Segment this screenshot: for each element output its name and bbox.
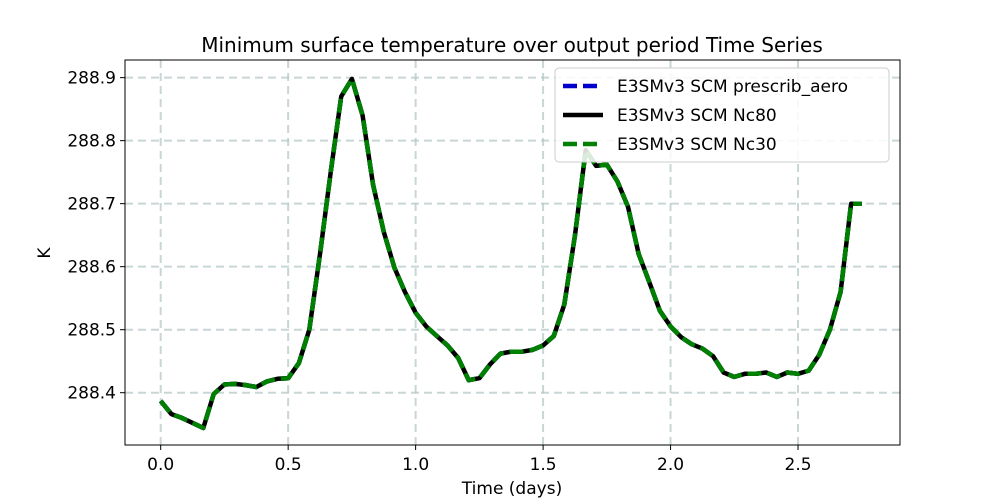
legend-box: [554, 67, 890, 163]
chart-title: Minimum surface temperature over output …: [201, 33, 823, 57]
x-tick-label: 1.5: [530, 455, 557, 475]
x-tick-label: 2.0: [657, 455, 684, 475]
legend-label: E3SMv3 SCM Nc80: [617, 106, 777, 126]
x-tick-label: 0.0: [147, 455, 174, 475]
y-axis-ticks: 288.4 288.5 288.6 288.7 288.8 288.9: [67, 69, 125, 404]
x-axis-label: Time (days): [461, 479, 562, 499]
x-axis-ticks: 0.0 0.5 1.0 1.5 2.0 2.5: [147, 445, 812, 475]
plot-area: [158, 76, 862, 431]
y-tick-label: 288.6: [67, 258, 116, 278]
series-line-3: [158, 76, 862, 431]
x-tick-label: 1.0: [402, 455, 429, 475]
y-tick-label: 288.7: [67, 195, 116, 215]
y-tick-label: 288.4: [67, 384, 116, 404]
x-tick-label: 2.5: [785, 455, 812, 475]
series-lines: [158, 76, 862, 431]
legend-label: E3SMv3 SCM prescrib_aero: [617, 77, 848, 97]
legend: E3SMv3 SCM prescrib_aero E3SMv3 SCM Nc80 E…: [554, 67, 890, 163]
plot-frame: [124, 59, 901, 446]
y-tick-label: 288.5: [67, 321, 116, 341]
x-tick-label: 0.5: [275, 455, 302, 475]
legend-label: E3SMv3 SCM Nc30: [617, 135, 777, 155]
y-tick-label: 288.8: [67, 132, 116, 152]
y-tick-label: 288.9: [67, 69, 116, 89]
y-axis-label: K: [35, 247, 55, 259]
